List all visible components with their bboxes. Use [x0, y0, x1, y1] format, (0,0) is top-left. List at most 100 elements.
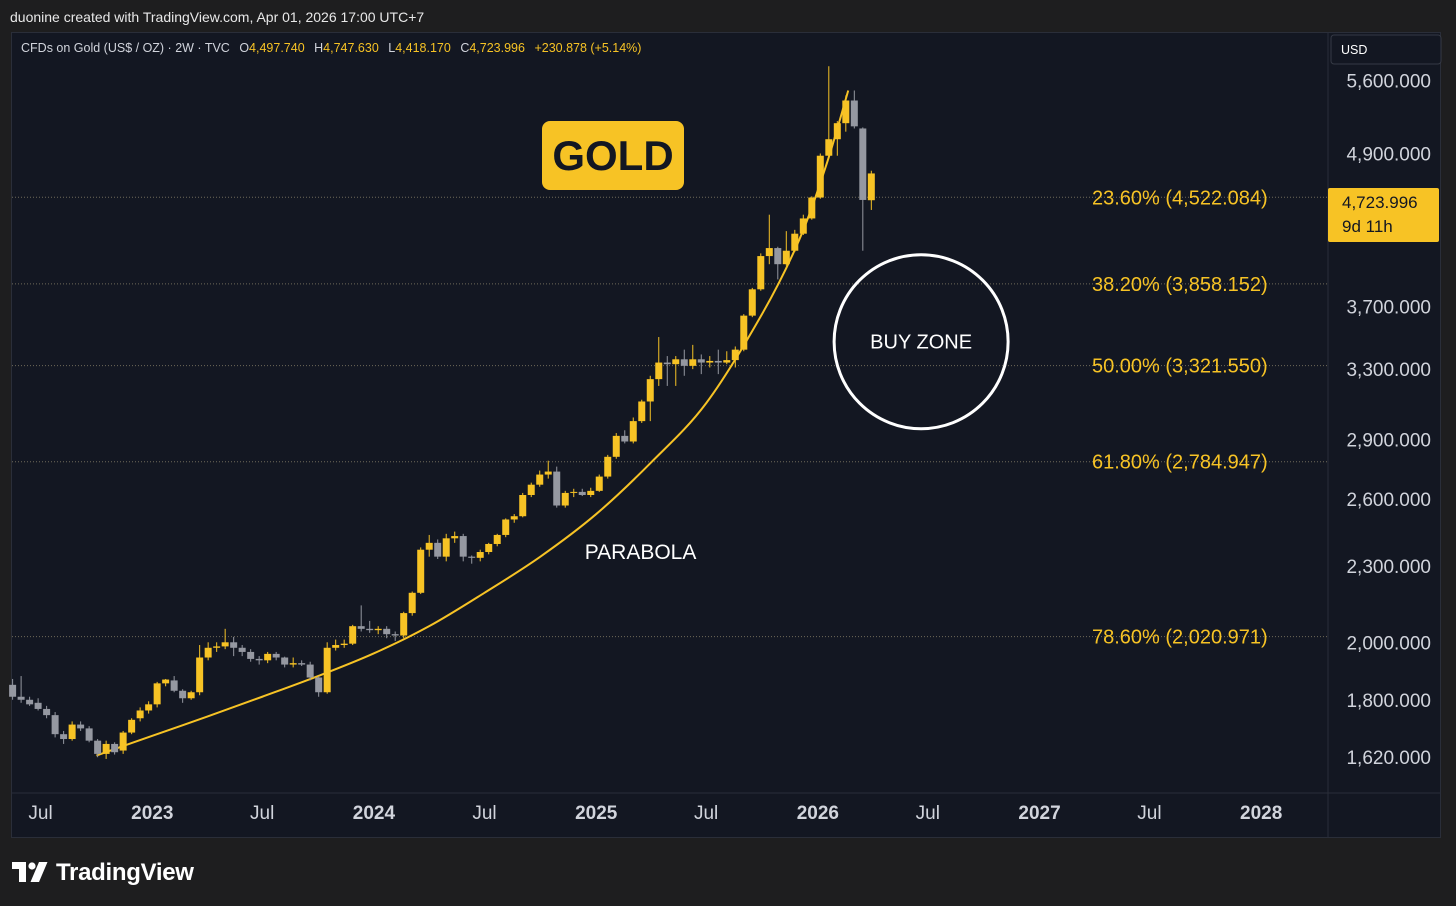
candle-55 [476, 549, 484, 562]
candle-9 [85, 726, 93, 743]
candle-97 [833, 121, 841, 156]
candle-34 [298, 660, 306, 666]
fib-label-0: 23.60% (4,522.084) [1092, 187, 1268, 209]
candle-49 [425, 534, 433, 557]
candle-77 [663, 356, 671, 386]
candle-66 [570, 488, 578, 498]
candle-39 [340, 639, 348, 648]
candle-25 [221, 628, 229, 650]
candle-72 [621, 430, 629, 444]
candle-15 [136, 707, 144, 722]
y-tick-4: 3,300.000 [1346, 360, 1431, 381]
candle-11 [102, 740, 110, 759]
tradingview-logo-icon [12, 862, 48, 882]
candle-64 [553, 466, 561, 508]
candle-18 [162, 678, 170, 687]
candle-27 [238, 645, 246, 657]
candle-35 [306, 661, 314, 681]
candle-74 [638, 399, 646, 423]
candle-69 [595, 474, 603, 492]
candle-71 [612, 433, 620, 459]
candle-4 [43, 705, 51, 719]
candle-51 [442, 533, 450, 562]
candle-87 [748, 287, 756, 318]
candle-7 [68, 721, 76, 741]
candle-89 [765, 214, 773, 265]
candle-60 [519, 492, 527, 518]
x-tick-6: Jul [694, 803, 718, 824]
candle-14 [128, 718, 136, 735]
candle-79 [680, 349, 688, 376]
candle-91 [782, 231, 790, 266]
candle-21 [187, 690, 195, 700]
candle-26 [230, 636, 238, 657]
parabola-curve [96, 90, 850, 757]
candle-90 [774, 246, 782, 280]
y-tick-6: 2,600.000 [1346, 490, 1431, 511]
price-axis[interactable]: 5,600.0004,900.0004,300.0003,700.0003,30… [1346, 72, 1431, 770]
fib-label-3: 61.80% (2,784.947) [1092, 452, 1268, 474]
x-tick-0: Jul [28, 803, 52, 824]
candle-99 [850, 90, 858, 129]
candle-78 [672, 356, 680, 386]
time-axis[interactable]: Jul 2023 Jul 2024 Jul 2025 Jul 2026 Jul 2027 Jul 20… [28, 803, 1282, 824]
candle-16 [145, 701, 153, 714]
candle-30 [264, 651, 272, 664]
candle-37 [323, 642, 331, 694]
candle-65 [561, 490, 569, 508]
candle-32 [281, 656, 289, 668]
candle-12 [111, 742, 119, 755]
candle-28 [247, 649, 255, 662]
candle-94 [808, 196, 816, 220]
footer [0, 838, 1456, 906]
candle-92 [791, 229, 799, 253]
parabola-line [96, 90, 850, 757]
currency-label[interactable]: USD [1341, 43, 1367, 57]
x-tick-8: Jul [916, 803, 940, 824]
parabola-label: PARABOLA [585, 541, 697, 564]
candle-75 [646, 375, 654, 422]
y-tick-1: 4,900.000 [1346, 144, 1431, 165]
open-value: 4,497.740 [249, 41, 305, 55]
candle-101 [867, 170, 875, 210]
candle-81 [697, 354, 705, 375]
y-tick-7: 2,300.000 [1346, 557, 1431, 578]
candle-0 [9, 678, 17, 700]
x-tick-3: 2024 [353, 803, 396, 824]
x-tick-2: Jul [250, 803, 274, 824]
candle-53 [459, 533, 467, 562]
open-label: O [239, 41, 249, 55]
candle-2 [26, 696, 34, 706]
symbol-name: CFDs on Gold (US$ / OZ) · 2W · TVC [21, 41, 230, 55]
x-tick-1: 2023 [131, 803, 173, 824]
candle-38 [332, 639, 340, 651]
candle-84 [723, 351, 731, 365]
attribution-bar: duonine created with TradingView.com, Ap… [0, 0, 1456, 32]
candle-57 [493, 533, 501, 547]
currency-button[interactable]: USD [1330, 34, 1442, 65]
candle-6 [60, 730, 68, 744]
x-tick-10: Jul [1137, 803, 1161, 824]
x-tick-9: 2027 [1018, 803, 1060, 824]
buy-zone-circle: BUY ZONE [832, 253, 1010, 431]
candle-54 [468, 555, 476, 564]
current-price: 4,723.996 [1342, 193, 1418, 212]
candle-59 [510, 514, 518, 523]
change-value: +230.878 (+5.14%) [534, 41, 641, 55]
bar-countdown: 9d 11h [1342, 217, 1393, 236]
candle-44 [383, 626, 391, 639]
candle-76 [655, 337, 663, 386]
candle-93 [799, 214, 807, 235]
tradingview-logo[interactable]: TradingView [12, 858, 194, 888]
candle-50 [434, 539, 442, 559]
candle-31 [272, 651, 280, 661]
annotations: 23.60% (4,522.084) 38.20% (3,858.152) 50.0… [542, 121, 1268, 649]
y-tick-9: 1,800.000 [1346, 691, 1431, 712]
candle-96 [825, 66, 833, 158]
fib-level-lines [12, 196, 1328, 638]
candle-56 [485, 542, 493, 555]
y-tick-8: 2,000.000 [1346, 633, 1431, 654]
fib-label-2: 50.00% (3,321.550) [1092, 356, 1268, 378]
low-value: 4,418.170 [395, 41, 451, 55]
